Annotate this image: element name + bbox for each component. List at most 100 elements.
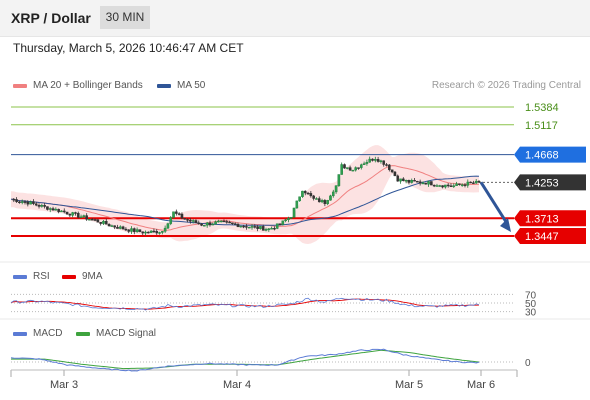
candle-body — [410, 180, 414, 183]
candle-body — [116, 226, 119, 229]
candle-body — [113, 225, 116, 228]
macd-signal-swatch-icon — [76, 331, 90, 336]
candle-body — [177, 213, 181, 215]
level-label-2: 1.4668 — [525, 150, 559, 162]
candle-body — [79, 216, 83, 219]
candle-body — [15, 199, 18, 203]
candle-body — [163, 227, 167, 232]
candle-body — [138, 229, 142, 232]
candle-body — [152, 230, 156, 233]
candle-body — [37, 204, 41, 207]
candle-body — [446, 184, 450, 187]
candle-body — [371, 158, 374, 161]
candle-body — [374, 159, 377, 161]
candle-body — [74, 212, 77, 214]
candle-body — [149, 230, 153, 233]
macd-tick-0: 0 — [525, 358, 531, 369]
candle-body — [368, 158, 372, 163]
candle-body — [18, 201, 21, 204]
candle-body — [430, 181, 433, 186]
legend-macd: MACD — [13, 328, 62, 339]
candle-body — [416, 181, 419, 183]
candle-body — [441, 185, 444, 188]
candle-body — [256, 226, 259, 229]
bollinger-band-area — [11, 145, 479, 244]
candle-body — [390, 169, 394, 173]
candle-body — [402, 178, 405, 181]
candle-body — [323, 200, 327, 205]
candle-body — [393, 171, 397, 177]
candle-body — [404, 180, 408, 182]
candle-body — [186, 219, 189, 221]
legend-rsi-ma-label: 9MA — [82, 271, 103, 282]
candle-body — [427, 181, 430, 185]
candle-body — [331, 191, 335, 197]
candle-body — [118, 226, 122, 229]
candle-body — [317, 198, 321, 203]
candle-body — [418, 181, 422, 184]
candle-body — [270, 228, 273, 230]
candle-body — [127, 229, 131, 232]
candle-body — [29, 201, 32, 205]
candle-body — [88, 219, 91, 221]
legend-macd-signal: MACD Signal — [76, 328, 156, 339]
rsi-tick-30: 30 — [525, 308, 537, 319]
candle-body — [96, 219, 100, 223]
candle-body — [242, 225, 245, 228]
candle-body — [32, 201, 35, 204]
candle-body — [413, 180, 416, 182]
forecast-arrow-shaft — [479, 181, 510, 226]
candle-body — [320, 200, 324, 203]
candle-body — [225, 221, 229, 223]
candle-body — [278, 223, 282, 225]
instrument-title: XRP / Dollar — [11, 10, 91, 26]
candle-body — [329, 195, 332, 201]
candle-body — [472, 182, 475, 184]
candle-body — [93, 219, 97, 221]
x-tick-label-0: Mar 3 — [50, 379, 78, 391]
candle-body — [306, 192, 310, 195]
candle-body — [477, 180, 481, 183]
candle-body — [26, 201, 30, 205]
candle-body — [354, 167, 357, 171]
research-credit: Research © 2026 Trading Central — [431, 80, 581, 91]
candle-body — [205, 222, 209, 226]
candle-body — [385, 164, 388, 166]
candle-body — [23, 201, 27, 203]
candle-body — [326, 199, 329, 205]
candle-body — [82, 215, 86, 218]
candle-body — [362, 163, 366, 165]
rsi-tick-70: 70 — [525, 290, 537, 301]
candle-body — [161, 231, 164, 233]
candle-body — [466, 181, 470, 186]
candle-body — [388, 164, 391, 170]
rsi-tick-50: 50 — [525, 299, 537, 310]
candle-body — [222, 220, 226, 223]
level-label-4: 1.3713 — [525, 213, 559, 225]
candle-body — [144, 231, 147, 234]
candle-body — [166, 223, 170, 229]
candle-body — [43, 205, 46, 207]
candle-body — [435, 185, 439, 187]
candle-body — [295, 200, 299, 209]
candle-body — [261, 226, 265, 231]
legend-macd-signal-label: MACD Signal — [96, 328, 157, 339]
candle-body — [289, 217, 293, 219]
candle-body — [245, 226, 248, 228]
interval-button[interactable]: 30 MIN — [100, 6, 150, 29]
candle-body — [102, 221, 105, 224]
candle-body — [376, 159, 380, 162]
candle-body — [250, 226, 254, 228]
candle-body — [301, 190, 304, 197]
candle-body — [343, 164, 346, 169]
candle-body — [340, 164, 343, 175]
candle-body — [76, 212, 80, 218]
candle-body — [359, 164, 363, 168]
rsi-swatch-icon — [13, 274, 27, 279]
candle-body — [71, 212, 74, 216]
candle-body — [233, 223, 237, 225]
candle-body — [421, 182, 425, 185]
ma20-swatch-icon — [13, 83, 27, 88]
candle-body — [460, 184, 464, 186]
candle-body — [219, 220, 223, 223]
